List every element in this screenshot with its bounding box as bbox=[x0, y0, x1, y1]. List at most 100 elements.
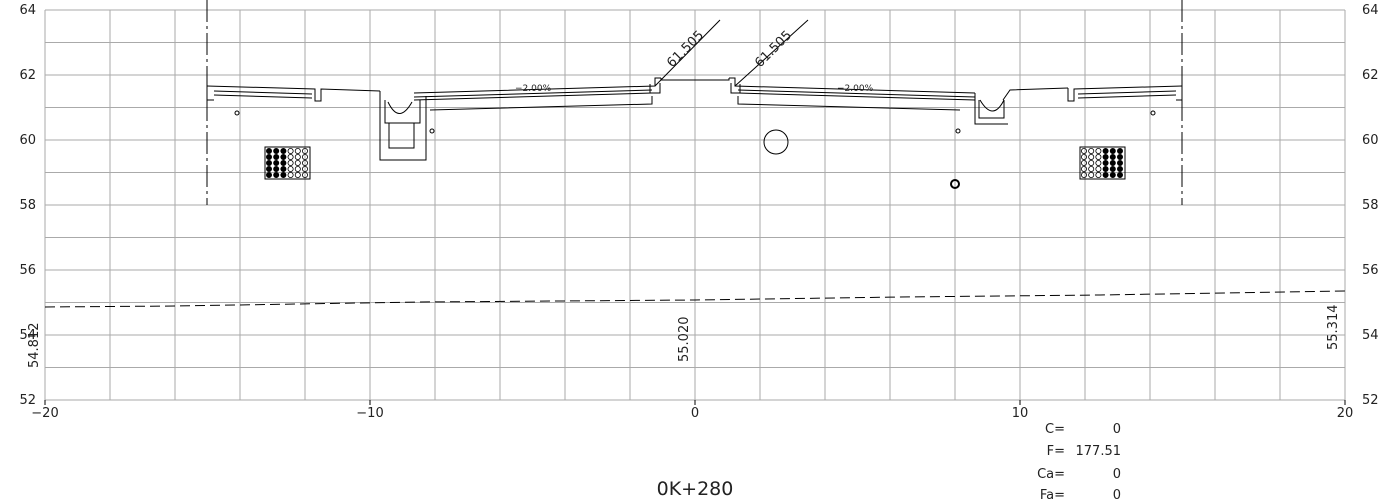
duct-conduit bbox=[1109, 147, 1116, 154]
x-tick-20: 20 bbox=[1337, 406, 1354, 421]
y-tick-64-right: 64 bbox=[1362, 3, 1379, 18]
duct-conduit bbox=[273, 159, 280, 166]
duct-conduit bbox=[1117, 171, 1124, 178]
duct-conduit bbox=[301, 147, 308, 154]
duct-conduit bbox=[1109, 153, 1116, 160]
result-c-value: 0 bbox=[1113, 422, 1121, 437]
duct-conduit bbox=[294, 153, 301, 160]
x-tick-0: 0 bbox=[691, 406, 699, 421]
y-tick-52-left: 52 bbox=[19, 393, 36, 408]
duct-conduit bbox=[1088, 171, 1095, 178]
y-tick-54-left: 54 bbox=[19, 328, 36, 343]
y-tick-60-left: 60 bbox=[19, 133, 36, 148]
duct-conduit bbox=[287, 165, 294, 172]
result-f-key: F= bbox=[1047, 444, 1065, 459]
duct-bank-right bbox=[1079, 146, 1126, 180]
duct-conduit bbox=[1081, 159, 1088, 166]
slope-right: −2.00% bbox=[837, 84, 874, 94]
duct-conduit bbox=[1088, 153, 1095, 160]
ground-elev-center: 55.020 bbox=[677, 317, 692, 363]
duct-conduit bbox=[294, 159, 301, 166]
volume-results: C= 0 F= 177.51 Ca= 0 Fa= 0 bbox=[1037, 422, 1121, 502]
duct-conduit bbox=[1095, 147, 1102, 154]
station-label: 0K+280 bbox=[657, 478, 734, 500]
duct-conduit bbox=[1081, 147, 1088, 154]
duct-conduit bbox=[273, 153, 280, 160]
result-ca-value: 0 bbox=[1113, 467, 1121, 482]
duct-conduit bbox=[1095, 171, 1102, 178]
duct-conduit bbox=[294, 171, 301, 178]
crown-elev-left: 61.505 bbox=[664, 28, 707, 71]
duct-conduit bbox=[1117, 147, 1124, 154]
y-tick-58-right: 58 bbox=[1362, 198, 1379, 213]
result-fa-value: 0 bbox=[1113, 488, 1121, 502]
duct-conduit bbox=[280, 171, 287, 178]
duct-conduit bbox=[265, 171, 272, 178]
duct-conduit bbox=[287, 159, 294, 166]
y-tick-58-left: 58 bbox=[19, 198, 36, 213]
duct-conduit bbox=[301, 159, 308, 166]
ground-elev-right: 55.314 bbox=[1326, 305, 1341, 351]
duct-conduit bbox=[1109, 159, 1116, 166]
duct-conduit bbox=[287, 171, 294, 178]
duct-conduit bbox=[1102, 147, 1109, 154]
result-c-key: C= bbox=[1045, 422, 1065, 437]
duct-conduit bbox=[273, 147, 280, 154]
duct-conduit bbox=[1102, 153, 1109, 160]
duct-conduit bbox=[287, 147, 294, 154]
duct-conduit bbox=[1117, 153, 1124, 160]
duct-conduit bbox=[280, 165, 287, 172]
duct-conduit bbox=[1095, 153, 1102, 160]
ground-elev-left: 54.812 bbox=[27, 323, 42, 369]
duct-conduit bbox=[1102, 165, 1109, 172]
crown-elev-right: 61.505 bbox=[752, 28, 795, 71]
duct-conduit bbox=[1117, 159, 1124, 166]
y-tick-62-left: 62 bbox=[19, 68, 36, 83]
y-tick-56-left: 56 bbox=[19, 263, 36, 278]
duct-conduit bbox=[1081, 165, 1088, 172]
y-tick-56-right: 56 bbox=[1362, 263, 1379, 278]
duct-conduit bbox=[273, 171, 280, 178]
duct-conduit bbox=[287, 153, 294, 160]
duct-conduit bbox=[1109, 165, 1116, 172]
duct-bank-left bbox=[264, 146, 311, 180]
duct-conduit bbox=[265, 153, 272, 160]
duct-conduit bbox=[280, 147, 287, 154]
duct-conduit bbox=[301, 171, 308, 178]
y-axis-right: 64 62 60 58 56 54 52 bbox=[1362, 3, 1379, 408]
duct-conduit bbox=[265, 147, 272, 154]
result-f-value: 177.51 bbox=[1076, 444, 1122, 459]
y-axis-left: 64 62 60 58 56 54 52 bbox=[19, 3, 36, 408]
grid bbox=[44, 9, 1346, 405]
duct-conduit bbox=[1102, 159, 1109, 166]
road-structure bbox=[206, 19, 1183, 189]
x-axis: −20 −10 0 10 20 bbox=[31, 406, 1353, 421]
duct-conduit bbox=[280, 159, 287, 166]
duct-conduit bbox=[294, 147, 301, 154]
duct-conduit bbox=[1081, 171, 1088, 178]
duct-conduit bbox=[301, 165, 308, 172]
duct-conduit bbox=[1102, 171, 1109, 178]
duct-conduit bbox=[1095, 165, 1102, 172]
duct-conduit bbox=[265, 159, 272, 166]
x-tick-neg10: −10 bbox=[356, 406, 383, 421]
duct-conduit bbox=[1109, 171, 1116, 178]
duct-conduit bbox=[1088, 147, 1095, 154]
y-tick-60-right: 60 bbox=[1362, 133, 1379, 148]
duct-conduit bbox=[1088, 159, 1095, 166]
ground-line bbox=[44, 290, 1346, 308]
duct-conduit bbox=[280, 153, 287, 160]
duct-conduit bbox=[1088, 165, 1095, 172]
y-tick-62-right: 62 bbox=[1362, 68, 1379, 83]
result-ca-key: Ca= bbox=[1037, 467, 1065, 482]
y-tick-52-right: 52 bbox=[1362, 393, 1379, 408]
duct-conduit bbox=[294, 165, 301, 172]
duct-conduit bbox=[273, 165, 280, 172]
duct-conduit bbox=[265, 165, 272, 172]
x-tick-10: 10 bbox=[1012, 406, 1029, 421]
duct-conduit bbox=[1117, 165, 1124, 172]
duct-conduit bbox=[1095, 159, 1102, 166]
duct-conduit bbox=[1081, 153, 1088, 160]
y-tick-64-left: 64 bbox=[19, 3, 36, 18]
